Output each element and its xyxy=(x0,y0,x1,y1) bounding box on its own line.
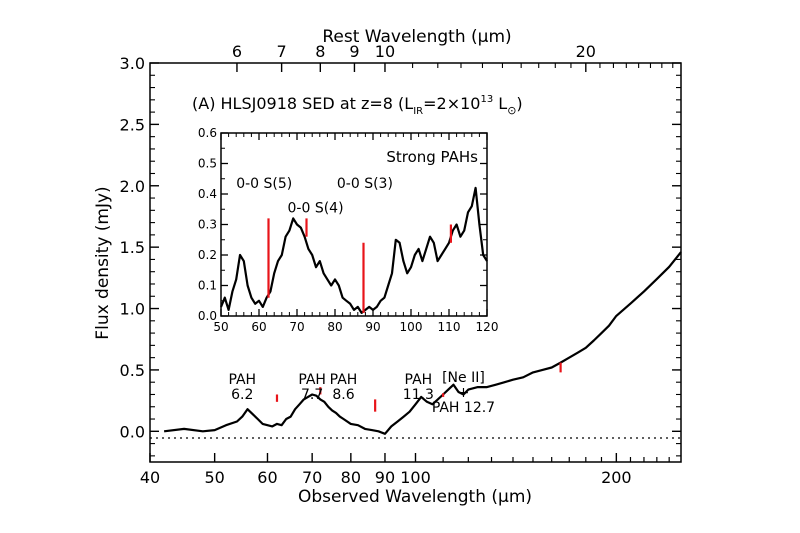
h2-line-label: 0-0 S(5) xyxy=(236,176,292,192)
top-tick-label: 10 xyxy=(375,42,395,61)
inset-x-tick-label: 50 xyxy=(213,320,228,334)
chart-title: (A) HLSJ0918 SED at z=8 (LIR=2×1013 L⊙) xyxy=(192,94,523,117)
inset-line-markers xyxy=(267,218,452,313)
inset-line-labels: 0-0 S(5) 0-0 S(4) 0-0 S(3) xyxy=(236,176,393,216)
inset-series-line xyxy=(219,186,488,314)
inset-y-tick-label: 0.2 xyxy=(198,248,217,262)
top-tick-label: 8 xyxy=(315,42,325,61)
x-tick-label: 60 xyxy=(257,468,277,487)
main-axes: 40 50 60 70 80 90 100 200 0.0 0.5 1.0 1.5 2.0 2.5 3.0 6… xyxy=(120,42,681,487)
h2-line-label: 0-0 S(4) xyxy=(288,200,344,216)
top-tick-label: 7 xyxy=(277,42,287,61)
x-axis-label: Observed Wavelength (μm) xyxy=(298,487,532,507)
pah-label: 7.7 xyxy=(301,387,323,403)
inset-x-tick-label: 120 xyxy=(476,320,499,334)
inset-x-tick-label: 60 xyxy=(251,320,266,334)
pah-label: PAH xyxy=(405,372,433,388)
x-tick-label: 50 xyxy=(204,468,224,487)
y-tick-label: 1.5 xyxy=(120,238,145,257)
x-tick-label: 40 xyxy=(140,468,160,487)
y-tick-label: 1.0 xyxy=(120,300,145,319)
y-axis-label: Flux density (mJy) xyxy=(93,186,113,339)
inset-y-tick-label: 0.0 xyxy=(198,309,217,323)
pah-label: PAH xyxy=(330,372,358,388)
y-tick-label: 0.5 xyxy=(120,361,145,380)
inset-x-tick-label: 100 xyxy=(400,320,423,334)
pah-label: 8.6 xyxy=(332,387,354,403)
y-tick-label: 0.0 xyxy=(120,422,145,441)
inset-y-tick-label: 0.5 xyxy=(198,157,217,171)
x-tick-label: 80 xyxy=(341,468,361,487)
pah-label: 6.2 xyxy=(231,387,253,403)
x-tick-label: 70 xyxy=(302,468,322,487)
inset-y-tick-label: 0.4 xyxy=(198,187,217,201)
inset-y-tick-label: 0.6 xyxy=(198,126,217,140)
top-tick-label: 6 xyxy=(232,42,242,61)
inset-y-tick-label: 0.1 xyxy=(198,279,217,293)
inset-background xyxy=(221,133,487,316)
pah-label: PAH 12.7 xyxy=(432,400,495,416)
pah-label: 11.3 xyxy=(403,387,434,403)
top-x-axis-label: Rest Wavelength (μm) xyxy=(322,27,511,47)
inset-label: Strong PAHs xyxy=(386,148,478,166)
inset-y-tick-label: 0.3 xyxy=(198,218,217,232)
pah-label: [Ne II] xyxy=(442,370,485,386)
y-tick-label: 2.5 xyxy=(120,115,145,134)
inset-frame xyxy=(220,132,488,317)
x-tick-label: 200 xyxy=(601,468,632,487)
y-tick-label: 3.0 xyxy=(120,54,145,73)
inset-x-tick-label: 70 xyxy=(289,320,304,334)
pah-label: + xyxy=(458,385,470,401)
inset-x-tick-label: 110 xyxy=(438,320,461,334)
pah-label: PAH xyxy=(298,372,326,388)
y-tick-label: 2.0 xyxy=(120,177,145,196)
top-tick-label: 20 xyxy=(576,42,596,61)
inset-x-tick-label: 80 xyxy=(327,320,342,334)
inset-x-tick-label: 90 xyxy=(365,320,380,334)
h2-line-label: 0-0 S(3) xyxy=(337,176,393,192)
x-tick-label: 100 xyxy=(400,468,431,487)
x-tick-label: 90 xyxy=(375,468,395,487)
top-tick-label: 9 xyxy=(349,42,359,61)
main-line-markers xyxy=(275,362,562,412)
pah-label: PAH xyxy=(228,372,256,388)
